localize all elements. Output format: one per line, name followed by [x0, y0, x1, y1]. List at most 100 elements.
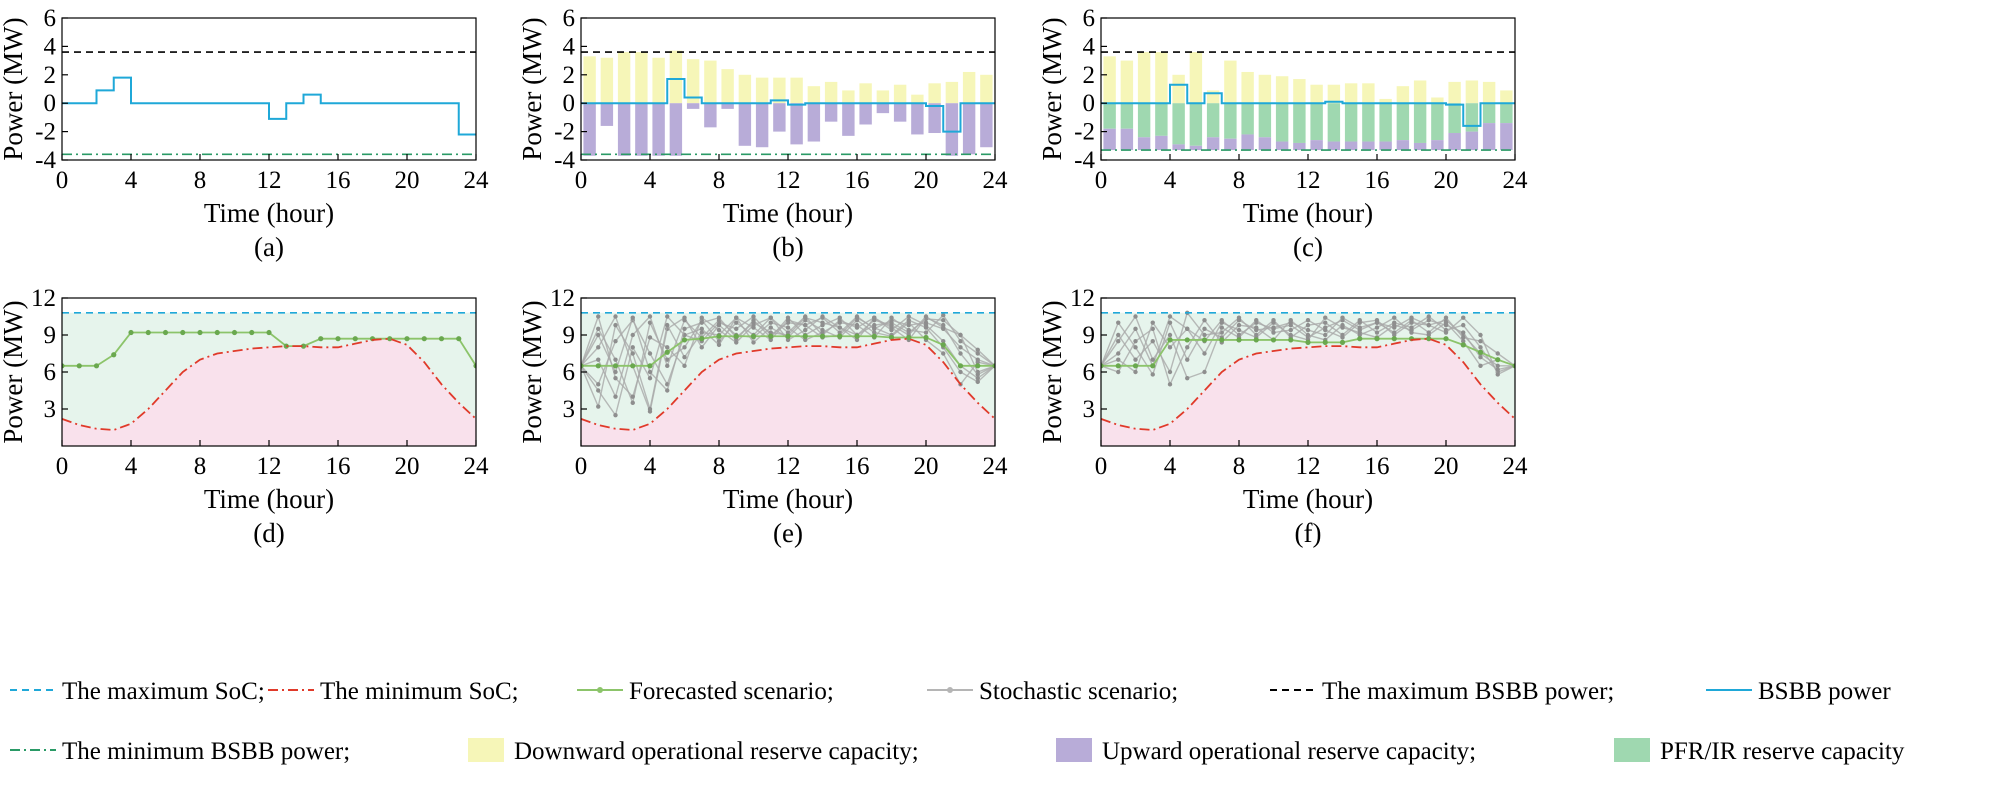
stochastic-scenario-point — [630, 315, 635, 320]
stochastic-scenario-point — [630, 332, 635, 338]
x-tick-label: 4 — [644, 453, 657, 480]
stochastic-scenario-point — [613, 314, 618, 319]
y-tick-label: 12 — [31, 285, 56, 312]
stochastic-scenario-point — [975, 379, 980, 385]
upward-reserve-bar — [1189, 145, 1203, 151]
stochastic-scenario-point — [613, 394, 618, 399]
legend-swatch — [1614, 738, 1650, 762]
stochastic-scenario-point — [1150, 320, 1155, 325]
forecasted-scenario-point — [1150, 363, 1156, 369]
stochastic-scenario-point — [1323, 327, 1328, 333]
forecasted-scenario-point — [992, 363, 995, 369]
stochastic-scenario-point — [1305, 322, 1311, 328]
stochastic-scenario-point — [1392, 322, 1397, 328]
stochastic-scenario-point — [647, 375, 653, 381]
legend-label: The minimum BSBB power; — [62, 738, 350, 765]
pfr-ir-reserve-bar — [1155, 103, 1168, 136]
stochastic-scenario-point — [647, 351, 653, 356]
x-tick-label: 8 — [1233, 167, 1246, 194]
legend-item-bsbb: BSBB power — [1706, 678, 1891, 705]
legend-item-down_res: Downward operational reserve capacity; — [468, 738, 919, 765]
y-tick-label: 2 — [44, 62, 57, 89]
stochastic-scenario-point — [889, 315, 894, 320]
stochastic-scenario-point — [699, 320, 704, 325]
x-axis-label: Time (hour) — [1243, 198, 1373, 228]
upward-reserve-bar — [617, 103, 631, 156]
forecasted-scenario-point — [1391, 336, 1397, 342]
pfr-ir-reserve-bar — [1482, 103, 1496, 124]
downward-reserve-bar — [652, 57, 665, 104]
downward-reserve-bar — [1120, 60, 1134, 104]
pfr-ir-reserve-bar — [1344, 103, 1358, 142]
plot-area — [581, 311, 995, 446]
forecasted-scenario-point — [335, 336, 341, 342]
stochastic-scenario-point — [1185, 345, 1190, 350]
x-tick-label: 20 — [914, 453, 939, 480]
x-tick-label: 24 — [1503, 167, 1529, 194]
stochastic-scenario-point — [872, 318, 877, 323]
x-tick-label: 0 — [56, 167, 69, 194]
stochastic-scenario-point — [1167, 314, 1173, 319]
downward-reserve-bar — [600, 57, 614, 104]
upward-reserve-bar — [1482, 123, 1496, 151]
stochastic-scenario-point — [1305, 327, 1311, 333]
x-tick-label: 12 — [1296, 167, 1321, 194]
stochastic-scenario-point — [734, 340, 739, 345]
y-axis-label: Power (MW) — [517, 17, 547, 160]
upward-reserve-bar — [1172, 144, 1185, 151]
stochastic-scenario-point — [1443, 322, 1449, 328]
downward-reserve-bar — [1482, 81, 1496, 104]
stochastic-scenario-point — [1133, 326, 1138, 332]
pfr-ir-reserve-bar — [1327, 103, 1341, 142]
x-tick-label: 24 — [1503, 453, 1529, 480]
stochastic-scenario-point — [1374, 330, 1380, 335]
stochastic-scenario-point — [1288, 332, 1293, 338]
upward-reserve-bar — [1413, 142, 1427, 151]
stochastic-scenario-point — [1323, 315, 1328, 320]
y-tick-label: 4 — [44, 33, 57, 60]
downward-reserve-bar — [704, 60, 717, 104]
stochastic-scenario-point — [1236, 318, 1242, 323]
stochastic-scenario-point — [837, 315, 842, 320]
x-tick-label: 24 — [983, 453, 1009, 480]
stochastic-scenario-point — [1478, 332, 1483, 338]
stochastic-scenario-point — [1426, 318, 1431, 323]
stochastic-scenario-point — [906, 318, 911, 323]
stochastic-scenario-point — [941, 313, 946, 318]
downward-reserve-bar — [721, 69, 734, 104]
stochastic-scenario-point — [630, 345, 635, 350]
legend-label: The minimum SoC; — [320, 678, 519, 705]
x-tick-label: 16 — [845, 453, 870, 480]
downward-reserve-bar — [790, 77, 803, 104]
y-axis-label: Power (MW) — [1037, 17, 1067, 160]
stochastic-scenario-point — [1478, 338, 1483, 344]
y-tick-label: 0 — [1083, 90, 1096, 117]
x-axis-label: Time (hour) — [723, 484, 853, 514]
upward-reserve-bar — [928, 103, 941, 134]
stochastic-scenario-point — [596, 404, 601, 409]
legend-item-max_bsbb: The maximum BSBB power; — [1270, 678, 1614, 705]
stochastic-scenario-point — [699, 330, 704, 335]
forecasted-scenario-point — [1115, 363, 1121, 369]
upward-reserve-bar — [686, 103, 700, 109]
panel-caption: (a) — [254, 232, 284, 262]
stochastic-scenario-point — [613, 369, 618, 375]
forecasted-scenario-point — [456, 336, 462, 342]
panel-caption: (c) — [1293, 232, 1323, 262]
downward-reserve-bar — [980, 74, 993, 104]
forecasted-scenario-point — [699, 336, 705, 342]
x-axis-label: Time (hour) — [204, 198, 334, 228]
downward-reserve-bar — [738, 74, 752, 104]
pfr-ir-reserve-bar — [1224, 103, 1237, 139]
stochastic-scenario-point — [975, 375, 980, 381]
forecasted-scenario-point — [300, 343, 307, 349]
stochastic-scenario-point — [803, 322, 808, 328]
forecasted-scenario-point — [1339, 339, 1346, 345]
stochastic-scenario-point — [923, 314, 929, 319]
stochastic-scenario-point — [785, 318, 791, 323]
y-tick-label: 9 — [563, 322, 576, 349]
stochastic-scenario-point — [1202, 326, 1207, 332]
stochastic-scenario-point — [768, 325, 773, 330]
x-tick-label: 20 — [395, 167, 420, 194]
